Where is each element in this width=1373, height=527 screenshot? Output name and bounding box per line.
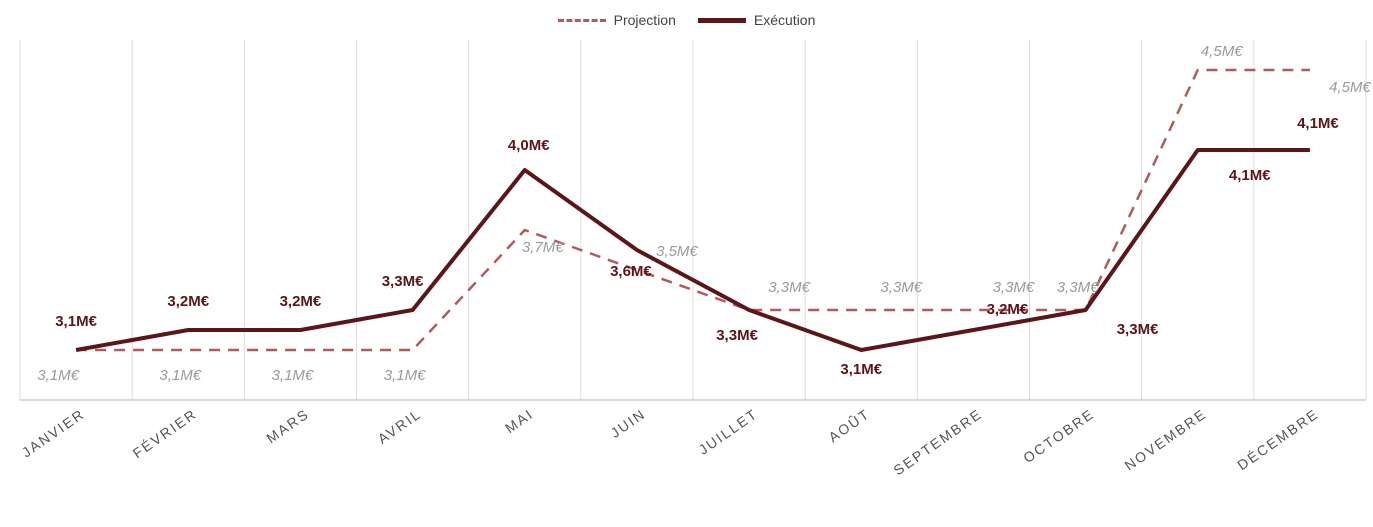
x-tick-label: MARS (263, 405, 312, 446)
x-tick-label: SEPTEMBRE (890, 405, 985, 478)
x-tick-label: JANVIER (19, 405, 88, 460)
data-label-projection: 3,3M€ (1057, 279, 1099, 296)
legend-item-projection: Projection (557, 12, 676, 28)
data-label-execution: 3,1M€ (840, 361, 882, 378)
data-label-execution: 3,2M€ (167, 293, 209, 310)
data-label-projection: 3,1M€ (272, 367, 314, 384)
data-label-execution: 3,2M€ (987, 301, 1029, 318)
x-tick-label: MAI (502, 405, 536, 436)
data-label-projection: 3,1M€ (384, 367, 426, 384)
data-label-projection: 3,3M€ (993, 279, 1035, 296)
series-line-execution (75, 148, 1310, 352)
data-label-execution: 3,3M€ (382, 273, 424, 290)
data-label-projection: 4,5M€ (1201, 43, 1243, 60)
data-label-execution: 3,1M€ (55, 313, 97, 330)
legend-swatch-execution (697, 17, 746, 23)
x-tick-label: AVRIL (375, 405, 425, 446)
data-label-execution: 4,1M€ (1229, 167, 1271, 184)
data-label-projection: 3,5M€ (656, 243, 698, 260)
data-label-projection: 3,7M€ (522, 239, 564, 256)
data-label-execution: 4,1M€ (1297, 115, 1339, 132)
data-label-execution: 4,0M€ (508, 137, 550, 154)
x-tick-label: JUIN (607, 405, 648, 441)
data-label-projection: 3,3M€ (880, 279, 922, 296)
x-tick-label: DÉCEMBRE (1234, 405, 1321, 473)
legend: Projection Exécution (0, 8, 1373, 32)
x-tick-label: OCTOBRE (1020, 405, 1097, 466)
data-label-execution: 3,6M€ (610, 263, 652, 280)
data-label-projection: 3,1M€ (37, 367, 79, 384)
data-label-projection: 3,3M€ (768, 279, 810, 296)
legend-swatch-projection (557, 18, 606, 22)
data-label-execution: 3,3M€ (716, 327, 758, 344)
x-tick-label: AOÛT (825, 405, 873, 445)
x-tick-label: NOVEMBRE (1122, 405, 1210, 473)
legend-item-execution: Exécution (697, 12, 816, 28)
data-label-execution: 3,2M€ (280, 293, 322, 310)
legend-label-execution: Exécution (753, 12, 816, 28)
data-label-projection: 3,1M€ (159, 367, 201, 384)
legend-label-projection: Projection (613, 12, 676, 28)
x-tick-label: FÉVRIER (130, 405, 200, 461)
data-label-execution: 3,3M€ (1117, 321, 1159, 338)
x-tick-label: JUILLET (696, 405, 761, 457)
data-label-projection: 4,5M€ (1329, 79, 1371, 96)
